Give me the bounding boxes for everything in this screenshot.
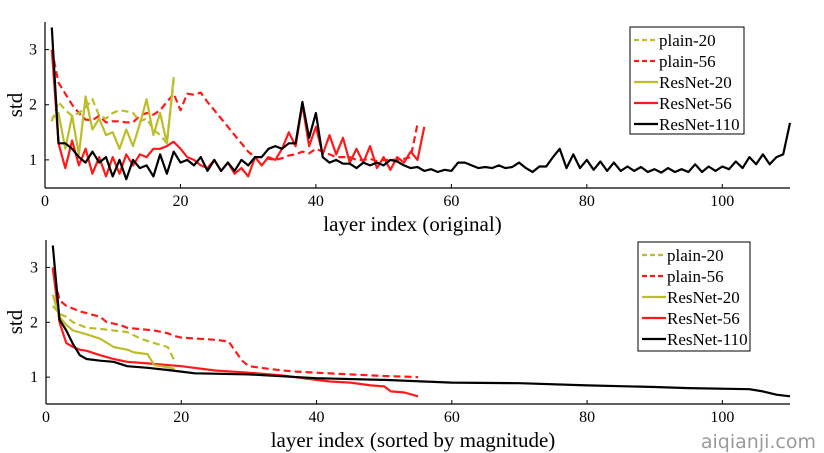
x-tick-label: 40 [308, 193, 324, 210]
series-line-resnet-56 [51, 267, 419, 398]
x-tick-label: 0 [42, 409, 50, 426]
x-tick-label: 100 [710, 409, 734, 426]
series-line-resnet-110 [51, 245, 791, 398]
series-line-resnet-20 [51, 76, 175, 156]
legend-label: ResNet-56 [667, 309, 740, 328]
chart-1: 0 20 40 60 80 100 1 2 3 layer index (original) std… [3, 22, 792, 236]
legend-label: plain-56 [667, 267, 724, 286]
series-line-plain-20 [51, 305, 176, 362]
series-line-plain-56 [51, 269, 419, 379]
x-tick-label: 20 [172, 193, 188, 210]
x-tick-label: 60 [443, 193, 459, 210]
series-line-resnet-110 [50, 27, 792, 181]
x-tick-label: 40 [309, 409, 325, 426]
y-tick-label: 2 [29, 97, 37, 114]
legend-label: ResNet-56 [659, 94, 732, 113]
y-axis-label: std [3, 92, 27, 117]
y-tick-label: 2 [30, 314, 38, 331]
y-tick-label: 3 [29, 42, 37, 59]
series-line-resnet-20 [51, 294, 175, 370]
x-tick-label: 60 [444, 409, 460, 426]
x-tick-label: 80 [579, 193, 595, 210]
watermark: aiqianji.com [700, 431, 816, 453]
legend-label: plain-20 [667, 246, 724, 265]
legend-label: plain-56 [659, 52, 716, 71]
legend-label: ResNet-20 [667, 288, 740, 307]
x-tick-label: 80 [579, 409, 595, 426]
x-tick-label: 0 [41, 193, 49, 210]
legend: plain-20 plain-56 ResNet-20 ResNet-56 ResNet… [637, 241, 751, 352]
x-axis-label: layer index (original) [323, 212, 501, 236]
x-tick-label: 100 [710, 193, 734, 210]
x-axis-label: layer index (sorted by magnitude) [271, 428, 556, 452]
legend-label: ResNet-110 [667, 330, 748, 349]
legend-label: plain-20 [659, 31, 716, 50]
y-axis-label: std [3, 309, 27, 334]
y-tick-label: 1 [29, 152, 37, 169]
series-line-plain-56 [50, 49, 419, 163]
x-tick-label: 20 [173, 409, 189, 426]
chart-2: 0 20 40 60 80 100 1 2 3 layer index (sorted by ma… [3, 240, 791, 452]
y-tick-label: 3 [30, 259, 38, 276]
legend: plain-20 plain-56 ResNet-20 ResNet-56 ResNet… [629, 26, 745, 135]
legend-label: ResNet-110 [659, 115, 740, 134]
legend-label: ResNet-20 [659, 73, 732, 92]
series-line-resnet-56 [50, 49, 426, 178]
y-tick-label: 1 [30, 369, 38, 386]
legend-box [629, 26, 745, 135]
